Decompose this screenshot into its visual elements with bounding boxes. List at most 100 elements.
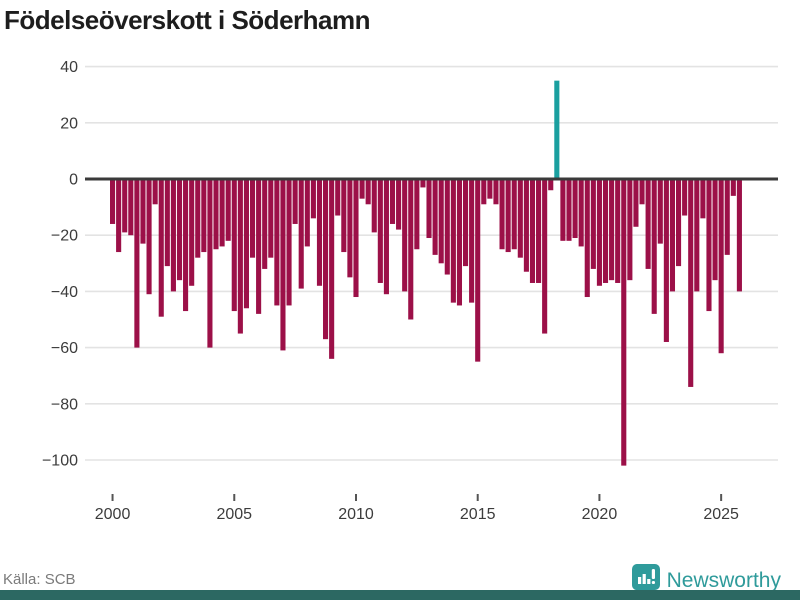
bar (724, 179, 730, 255)
source-label: Källa: SCB (3, 571, 76, 588)
bar (189, 179, 195, 286)
bar (700, 179, 706, 219)
bar (566, 179, 572, 241)
y-tick-label: 0 (69, 172, 78, 189)
bar (164, 179, 170, 267)
bar (438, 179, 444, 264)
y-axis-labels: 40 20 0 −20 −40 −60 −80 −100 (42, 59, 78, 469)
bar (396, 179, 402, 230)
bar (219, 179, 225, 247)
bar (456, 179, 463, 306)
bar (627, 179, 633, 281)
bar (602, 179, 609, 283)
bar (639, 179, 645, 205)
bar (280, 179, 286, 351)
bar (718, 179, 724, 354)
bar (536, 179, 542, 283)
bar (304, 179, 310, 247)
bar (609, 179, 615, 281)
bar (694, 179, 700, 292)
bar (359, 179, 365, 199)
bar (152, 179, 158, 205)
y-tick-label: −20 (51, 228, 78, 245)
bar (688, 179, 694, 387)
bar (517, 179, 523, 258)
bar (651, 179, 657, 314)
bar (462, 179, 469, 267)
bar (347, 179, 353, 278)
bar (365, 179, 371, 205)
bar (335, 179, 341, 216)
x-tick-label: 2000 (95, 506, 131, 523)
bar (353, 179, 359, 298)
bar (243, 179, 249, 309)
bar (237, 179, 243, 334)
bar (146, 179, 152, 295)
bar (730, 179, 736, 196)
bar (134, 179, 140, 348)
bar (529, 179, 536, 283)
bar (183, 179, 189, 312)
bar (116, 179, 122, 253)
bar (310, 179, 316, 219)
bar (201, 179, 207, 253)
bar (195, 179, 201, 258)
bar (122, 179, 128, 233)
bar (505, 179, 511, 253)
bar (371, 179, 377, 233)
bar (128, 179, 134, 236)
bar (615, 179, 621, 283)
bar (523, 179, 529, 272)
bar (675, 179, 682, 267)
bar (712, 179, 718, 281)
bar (158, 179, 164, 317)
y-tick-label: 40 (60, 59, 78, 76)
newsworthy-logo[interactable]: Newsworthy (631, 564, 781, 597)
bar (110, 179, 116, 224)
bar (487, 179, 493, 199)
footer-strip (0, 590, 800, 600)
bar (176, 179, 183, 281)
bar (256, 179, 262, 314)
bar (542, 179, 548, 334)
x-axis-ticks: 2000 2005 2010 2015 2020 2025 (95, 494, 739, 523)
x-tick-label: 2005 (216, 506, 252, 523)
bar (225, 179, 231, 241)
bar (268, 179, 274, 258)
bar (633, 179, 639, 227)
bar (475, 179, 481, 362)
bar (298, 179, 304, 289)
bar (499, 179, 505, 250)
x-tick-label: 2020 (582, 506, 618, 523)
bar (408, 179, 414, 320)
bar (554, 80, 560, 179)
bar (207, 179, 213, 348)
y-tick-label: −80 (51, 396, 78, 413)
bar (450, 179, 456, 303)
bar (213, 179, 219, 250)
bar (316, 179, 323, 286)
bar (170, 179, 176, 292)
bar (481, 179, 487, 205)
bar (736, 179, 742, 292)
newsworthy-wordmark: Newsworthy (666, 568, 781, 592)
bar (584, 179, 590, 298)
bar (578, 179, 584, 247)
bar (706, 179, 712, 312)
y-tick-label: −100 (42, 453, 78, 470)
bar (274, 179, 280, 306)
bar (572, 179, 578, 239)
bar (389, 179, 396, 224)
bar (262, 179, 268, 269)
bar (645, 179, 651, 269)
bar (426, 179, 432, 239)
bar (493, 179, 499, 205)
x-tick-label: 2025 (703, 506, 739, 523)
x-tick-label: 2015 (460, 506, 496, 523)
bar (511, 179, 517, 250)
x-tick-label: 2010 (338, 506, 374, 523)
bar (682, 179, 688, 216)
bar (286, 179, 292, 306)
bar (377, 179, 383, 283)
